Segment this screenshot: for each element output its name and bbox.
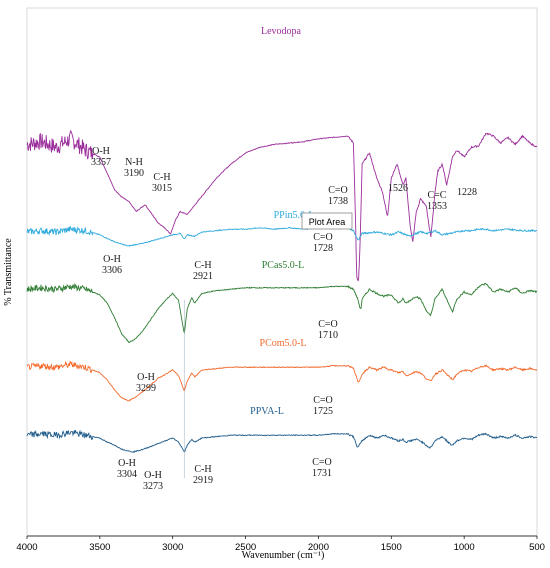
x-axis-title: Wavenumber (cm⁻¹) — [242, 550, 325, 561]
x-tick-label: 500 — [529, 542, 545, 553]
peak-value-label: 3304 — [117, 469, 137, 480]
series-layer: Levodopa PPin5.0-L PCas5.0-L PCom5.0-L PPVA-… — [26, 26, 538, 453]
series-ppva-l — [26, 429, 538, 453]
peak-value-label: 1728 — [313, 243, 333, 254]
peak-value-label: 1526 — [388, 183, 408, 194]
series-levodopa — [26, 129, 538, 282]
peak-value-label: 2921 — [193, 271, 213, 282]
peak-group-label: C-H — [194, 260, 211, 271]
peak-value-label: 3357 — [91, 157, 111, 168]
peak-value-label: 3306 — [102, 265, 122, 276]
peak-group-label: C=O — [313, 395, 333, 406]
peak-group-label: C=O — [318, 319, 338, 330]
peak-group-label: C=O — [313, 232, 333, 243]
peak-value-label: 3190 — [124, 168, 144, 179]
x-tick-label: 3000 — [162, 542, 183, 553]
x-tick-label: 2000 — [308, 542, 329, 553]
x-tick-label: 4000 — [16, 542, 37, 553]
peak-value-label: 1731 — [312, 468, 332, 479]
series-line — [26, 429, 538, 453]
peak-group-label: O-H — [92, 146, 110, 157]
series-label: PCom5.0-L — [260, 338, 307, 349]
tooltip-text: Plot Area — [309, 217, 346, 227]
series-ppin5-0-l — [26, 225, 538, 247]
series-label: PCas5.0-L — [262, 260, 305, 271]
series-line — [26, 225, 538, 247]
peak-value-label: 1725 — [313, 406, 333, 417]
peak-value-label: 1228 — [457, 187, 477, 198]
tooltip-box — [301, 212, 353, 230]
peak-value-label: 3273 — [143, 481, 163, 492]
series-pcom5-0-l — [26, 360, 538, 402]
x-tick-label: 1500 — [381, 542, 402, 553]
x-tick-label: 1000 — [454, 542, 475, 553]
peak-value-label: 1738 — [328, 196, 348, 207]
series-pcas5-0-l — [26, 282, 538, 344]
peak-group-label: O-H — [103, 254, 121, 265]
peak-group-label: C-H — [153, 172, 170, 183]
peak-group-label: C=O — [312, 457, 332, 468]
x-tick-label: 2500 — [235, 542, 256, 553]
peak-annotation: 1526 — [388, 183, 408, 194]
peak-value-label: 1353 — [427, 201, 447, 212]
series-line — [26, 282, 538, 344]
peak-value-label: 1710 — [318, 330, 338, 341]
peak-group-label: O-H — [118, 458, 136, 469]
series-line — [26, 360, 538, 402]
peak-group-label: O-H — [137, 372, 155, 383]
x-tick-label: 3500 — [89, 542, 110, 553]
series-label: Levodopa — [261, 26, 302, 37]
series-label: PPin5.0-L — [274, 210, 315, 221]
x-axis: 4000 3500 3000 2500 2000 1500 1000 500 — [16, 535, 545, 553]
plot-area-tooltip: Plot Area — [301, 212, 353, 230]
peak-group-label: C=O — [328, 185, 348, 196]
peak-annotation: 1228 — [457, 187, 477, 198]
peak-value-label: 3299 — [136, 383, 156, 394]
peak-value-label: 2919 — [193, 475, 213, 486]
peak-group-label: N-H — [125, 157, 143, 168]
peak-group-label: C-H — [194, 464, 211, 475]
y-axis-title: % Transmittance — [3, 238, 14, 306]
series-line — [26, 129, 538, 282]
peak-group-label: C=C — [428, 190, 447, 201]
peak-group-label: O-H — [144, 470, 162, 481]
series-label: PPVA-L — [250, 406, 284, 417]
peak-value-label: 3015 — [152, 183, 172, 194]
